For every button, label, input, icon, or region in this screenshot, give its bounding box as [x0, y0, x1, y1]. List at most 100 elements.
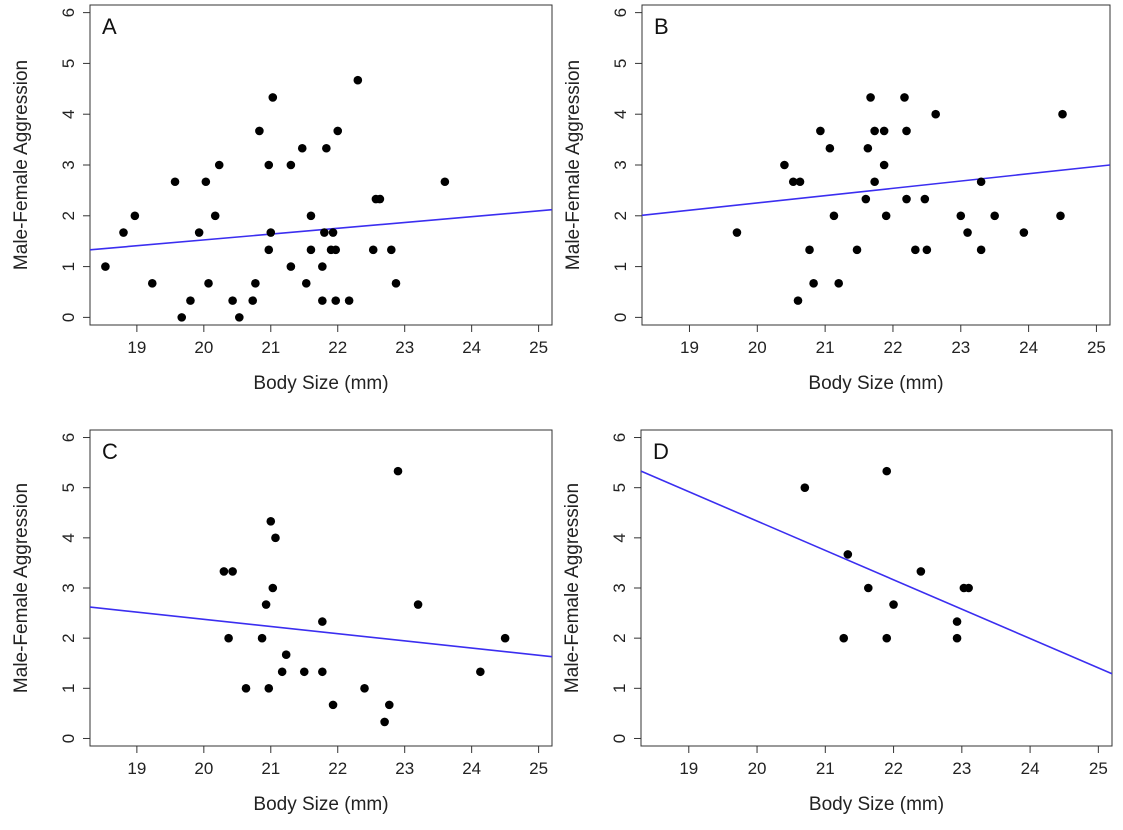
panel-d-y-axis-title: Male-Female Aggression: [562, 483, 583, 693]
panel-a-data-point-24: [297, 143, 307, 153]
panel-b-y-tick-label-3: 3: [611, 160, 630, 169]
panel-c-x-axis-title: Body Size (mm): [253, 794, 388, 815]
panel-b-data-point-3: [788, 177, 798, 187]
panel-a-data-point-3: [130, 211, 140, 221]
panel-b-data-point-2: [780, 160, 789, 170]
panel-d-data-point-4: [864, 583, 873, 593]
panel-c-data-point-2: [224, 633, 233, 643]
panel-a-data-point-44: [440, 177, 450, 187]
panel-c-y-tick-label-2: 2: [59, 633, 78, 642]
panel-d-data-point-7: [889, 600, 898, 609]
panel-a-y-tick-label-3: 3: [59, 160, 78, 169]
panel-a-y-tick-label-5: 5: [59, 59, 78, 68]
panel-b-data-point-29: [963, 228, 972, 237]
panel-a-y-tick-label-2: 2: [59, 211, 78, 220]
panel-c-data-point-1: [219, 567, 229, 576]
panel-d-trend-line: [641, 470, 1112, 675]
panel-b-data-point-13: [861, 194, 871, 204]
panel-d-x-tick-label-20: 20: [748, 759, 767, 778]
panel-c-data-point-15: [318, 667, 327, 677]
panel-b-y-axis-title: Male-Female Aggression: [563, 60, 584, 270]
panel-a-y-tick-label-1: 1: [59, 262, 78, 271]
panel-a-data-point-31: [322, 143, 331, 153]
panel-b-y-tick-label-4: 4: [611, 109, 630, 118]
panel-b-x-axis-title: Body Size (mm): [808, 373, 943, 394]
panel-b-data-point-25: [920, 194, 930, 204]
panel-b-data-point-6: [805, 245, 814, 255]
panel-a-y-axis-title: Male-Female Aggression: [11, 60, 32, 270]
panel-d-label: D: [653, 439, 669, 464]
panel-a-data-point-19: [264, 245, 274, 255]
panel-a-data-point-9: [201, 177, 211, 187]
panel-a-x-tick-label-19: 19: [127, 338, 146, 357]
panel-d-data-point-1: [800, 483, 810, 492]
panel-a-data-point-43: [391, 279, 401, 288]
panel-a-plot-frame: [89, 4, 553, 326]
panel-c-data-point-22: [476, 667, 485, 677]
panel-b-y-tick-label-0: 0: [611, 313, 630, 322]
panel-a-x-tick-label-22: 22: [328, 338, 347, 357]
panel-b-label: B: [654, 14, 669, 39]
panel-d-y-tick-label-2: 2: [610, 633, 629, 642]
panel-a-data-point-10: [204, 279, 213, 288]
panel-b-data-point-21: [900, 93, 909, 102]
panel-c-data-point-17: [360, 684, 369, 693]
panel-c-data-point-10: [271, 533, 280, 543]
panel-b-data-point-35: [1058, 109, 1067, 119]
panel-b-data-point-31: [976, 177, 986, 187]
panel-d-plot-frame: [640, 429, 1113, 747]
panel-d-data-point-10: [952, 633, 962, 643]
panel-a-data-point-8: [194, 228, 204, 237]
panel-a-data-point-35: [331, 296, 341, 305]
panel-b-data-point-22: [902, 126, 911, 136]
panel-c-data-point-12: [281, 650, 291, 660]
panel-b-data-point-18: [879, 126, 889, 136]
panel-a-x-tick-label-21: 21: [261, 338, 280, 357]
panel-b-data-point-32: [990, 211, 999, 221]
panel-b-y-tick-label-6: 6: [611, 8, 630, 17]
panel-c-y-tick-label-1: 1: [59, 684, 78, 693]
panel-b-data-point-15: [866, 93, 875, 102]
panel-b-data-point-28: [956, 211, 966, 221]
panel-c-x-tick-label-21: 21: [261, 759, 280, 778]
panel-d-y-tick-label-4: 4: [610, 533, 629, 542]
panel-b-x-tick-label-21: 21: [816, 338, 835, 357]
panel-a-data-point-11: [210, 211, 220, 221]
panel-a-data-point-34: [331, 245, 341, 255]
panel-d-x-tick-label-22: 22: [884, 759, 903, 778]
panel-b-data-point-10: [829, 211, 839, 221]
panel-a-y-tick-label-4: 4: [59, 109, 78, 118]
panel-a-data-point-18: [264, 160, 274, 170]
panel-a-x-axis-title: Body Size (mm): [253, 373, 388, 394]
panel-b-x-tick-label-22: 22: [883, 338, 902, 357]
panel-c-data-point-3: [228, 567, 237, 576]
panel-a-data-point-21: [268, 93, 278, 102]
panel-c-data-point-5: [257, 633, 267, 643]
panel-a-data-point-16: [251, 279, 260, 288]
panel-a-trend-line: [90, 208, 552, 251]
panel-d-data-point-12: [964, 583, 973, 593]
panel-d-data-point-6: [882, 633, 892, 643]
panel-a-data-point-38: [353, 75, 363, 85]
panel-c-data-point-4: [241, 684, 251, 693]
panel-c-y-tick-label-3: 3: [59, 583, 78, 592]
panel-c-y-tick-label-0: 0: [59, 734, 78, 743]
panel-d-x-tick-label-25: 25: [1089, 759, 1108, 778]
panel-b-data-point-11: [834, 279, 843, 288]
panel-a-data-point-29: [318, 296, 327, 305]
panel-d-x-tick-label-23: 23: [952, 759, 971, 778]
panel-d-y-tick-label-3: 3: [610, 583, 629, 592]
panel-a-data-point-25: [301, 279, 311, 288]
panel-b-data-point-7: [809, 279, 818, 288]
panel-b-plot-frame: [641, 4, 1111, 326]
panel-b-data-point-8: [816, 126, 825, 136]
panel-a-data-point-41: [375, 194, 385, 204]
panel-a-data-point-7: [186, 296, 195, 305]
panel-c-data-point-19: [384, 700, 394, 710]
panel-d-y-tick-label-0: 0: [610, 734, 629, 743]
panel-a-data-point-17: [255, 126, 264, 136]
panel-a-data-point-22: [286, 160, 296, 170]
